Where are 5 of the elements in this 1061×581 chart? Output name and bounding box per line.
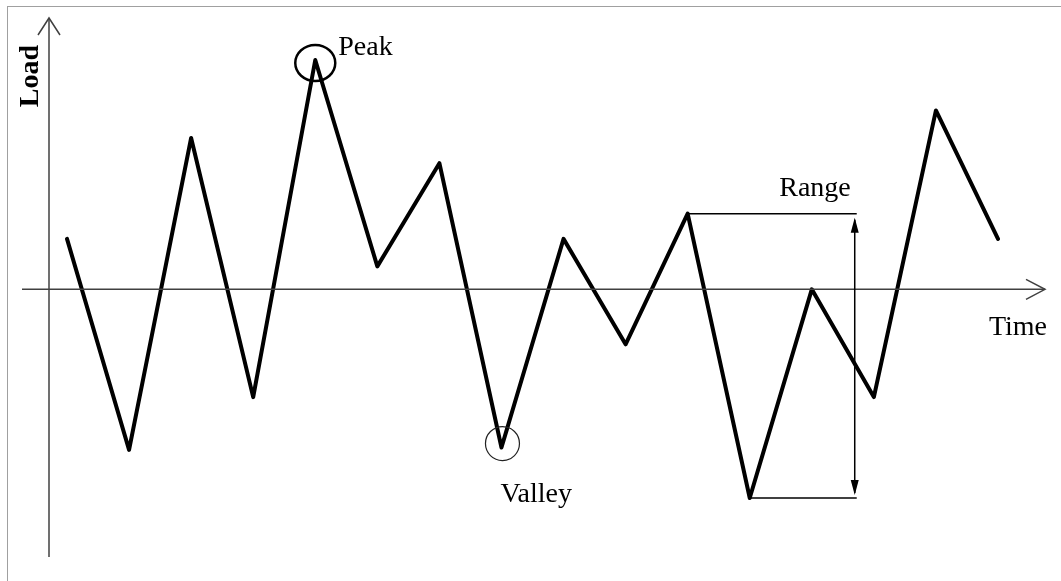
annotation: Peak <box>338 30 393 61</box>
annotation: Valley <box>500 476 572 508</box>
x-axis-title: Time <box>988 310 1047 342</box>
annotation: Range <box>779 170 851 202</box>
y-axis-title: Load <box>13 44 44 108</box>
